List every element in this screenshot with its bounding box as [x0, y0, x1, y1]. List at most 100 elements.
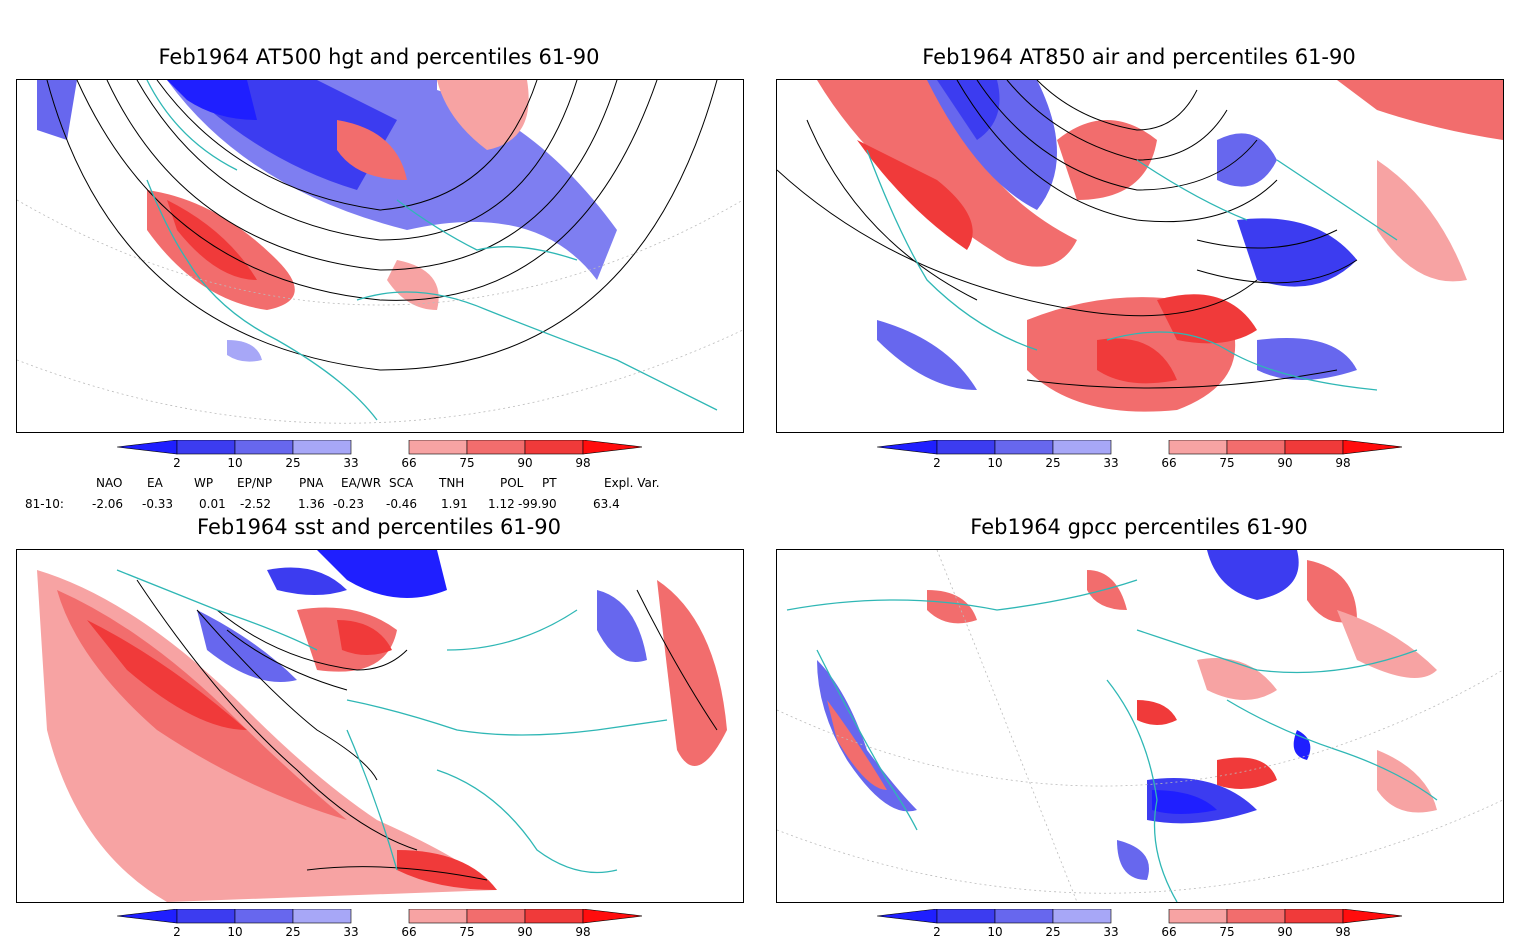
colorbar-segment [1052, 908, 1112, 924]
map-850air-graphic [777, 80, 1503, 412]
index-value-eawr: -0.23 [333, 497, 365, 511]
colorbar-tick-label: 25 [285, 456, 300, 470]
index-header-wp: WP [194, 476, 214, 490]
index-value-pt: -99.90 [518, 497, 557, 511]
colorbar-tick-label: 66 [1161, 456, 1176, 470]
colorbar-left-arrow [876, 439, 938, 455]
colorbar-segment [176, 908, 236, 924]
colorbar-tick-label: 98 [1335, 925, 1350, 939]
index-header-nao: NAO [96, 476, 123, 490]
colorbar-tick-label: 90 [1277, 456, 1292, 470]
colorbar-top-left: 2 10 25 33 66 75 90 98 [116, 439, 644, 470]
colorbar-tick-label: 10 [987, 456, 1002, 470]
index-value-pna: 1.36 [298, 497, 325, 511]
colorbar-segment [1284, 439, 1344, 455]
colorbar-segment [1168, 908, 1228, 924]
colorbar-graphic: 2 10 25 33 66 75 90 98 [116, 908, 644, 939]
colorbar-segment [936, 439, 996, 455]
panel-title-500hgt: Feb1964 AT500 hgt and percentiles 61-90 [158, 45, 600, 69]
colorbar-tick-label: 10 [987, 925, 1002, 939]
colorbar-tick-label: 25 [285, 925, 300, 939]
colorbar-tick-label: 33 [343, 925, 358, 939]
colorbar-left-arrow [876, 908, 938, 924]
colorbar-segment [292, 439, 352, 455]
index-header-eawr: EA/WR [341, 476, 382, 490]
colorbar-tick-label: 33 [1103, 456, 1118, 470]
colorbar-tick-label: 90 [517, 925, 532, 939]
index-value-nao: -2.06 [92, 497, 124, 511]
index-header-tnh: TNH [439, 476, 465, 490]
colorbar-segment [524, 908, 584, 924]
colorbar-right-arrow [582, 908, 644, 924]
panel-title-sst: Feb1964 sst and percentiles 61-90 [197, 515, 561, 539]
map-sst-graphic [37, 550, 727, 902]
panel-title-gpcc: Feb1964 gpcc percentiles 61-90 [970, 515, 1308, 539]
colorbar-top-right: 2 10 25 33 66 75 90 98 [876, 439, 1404, 470]
colorbar-tick-label: 2 [173, 925, 181, 939]
colorbar-segment [524, 439, 584, 455]
map-panel-850air [776, 79, 1504, 433]
colorbar-segment [176, 439, 236, 455]
colorbar-tick-label: 66 [1161, 925, 1176, 939]
colorbar-tick-label: 75 [1219, 925, 1234, 939]
index-row-label: 81-10: [25, 497, 64, 511]
colorbar-segment [466, 908, 526, 924]
colorbar-tick-label: 25 [1045, 925, 1060, 939]
colorbar-tick-label: 25 [1045, 456, 1060, 470]
colorbar-tick-label: 66 [401, 925, 416, 939]
colorbar-segment [1226, 439, 1286, 455]
colorbar-bottom-left: 2 10 25 33 66 75 90 98 [116, 908, 644, 939]
colorbar-tick-label: 90 [1277, 925, 1292, 939]
colorbar-tick-label: 66 [401, 456, 416, 470]
index-value-ea: -0.33 [142, 497, 174, 511]
colorbar-right-arrow [1342, 439, 1404, 455]
colorbar-segment [1284, 908, 1344, 924]
index-header-pt: PT [542, 476, 557, 490]
index-header-sca: SCA [389, 476, 414, 490]
colorbar-right-arrow [1342, 908, 1404, 924]
colorbar-bottom-right: 2 10 25 33 66 75 90 98 [876, 908, 1404, 939]
colorbar-graphic: 2 10 25 33 66 75 90 98 [116, 439, 644, 470]
map-gpcc-graphic [777, 550, 1503, 902]
colorbar-tick-label: 33 [343, 456, 358, 470]
index-value-epnp: -2.52 [240, 497, 272, 511]
colorbar-segment [994, 908, 1054, 924]
colorbar-tick-label: 75 [1219, 456, 1234, 470]
colorbar-left-arrow [116, 908, 178, 924]
colorbar-segment [994, 439, 1054, 455]
colorbar-segment [292, 908, 352, 924]
index-header-explvar: Expl. Var. [604, 476, 660, 490]
colorbar-tick-label: 2 [933, 925, 941, 939]
colorbar-graphic: 2 10 25 33 66 75 90 98 [876, 439, 1404, 470]
index-value-explvar: 63.4 [593, 497, 620, 511]
colorbar-tick-label: 10 [227, 925, 242, 939]
index-header-epnp: EP/NP [237, 476, 273, 490]
colorbar-segment [1226, 908, 1286, 924]
map-panel-gpcc [776, 549, 1504, 903]
colorbar-tick-label: 98 [575, 456, 590, 470]
index-value-tnh: 1.91 [441, 497, 468, 511]
colorbar-right-arrow [582, 439, 644, 455]
colorbar-segment [1168, 439, 1228, 455]
colorbar-segment [234, 439, 294, 455]
map-500hgt-graphic [17, 80, 743, 432]
index-value-pol: 1.12 [488, 497, 515, 511]
map-panel-sst [16, 549, 744, 903]
colorbar-segment [466, 439, 526, 455]
colorbar-tick-label: 90 [517, 456, 532, 470]
colorbar-tick-label: 2 [173, 456, 181, 470]
colorbar-tick-label: 98 [575, 925, 590, 939]
colorbar-tick-label: 33 [1103, 925, 1118, 939]
colorbar-segment [936, 908, 996, 924]
colorbar-tick-label: 98 [1335, 456, 1350, 470]
colorbar-left-arrow [116, 439, 178, 455]
index-header-ea: EA [147, 476, 163, 490]
colorbar-tick-label: 2 [933, 456, 941, 470]
colorbar-segment [408, 439, 468, 455]
map-panel-500hgt [16, 79, 744, 433]
panel-title-850air: Feb1964 AT850 air and percentiles 61-90 [922, 45, 1356, 69]
index-header-pol: POL [500, 476, 524, 490]
colorbar-segment [408, 908, 468, 924]
colorbar-graphic: 2 10 25 33 66 75 90 98 [876, 908, 1404, 939]
colorbar-tick-label: 75 [459, 925, 474, 939]
